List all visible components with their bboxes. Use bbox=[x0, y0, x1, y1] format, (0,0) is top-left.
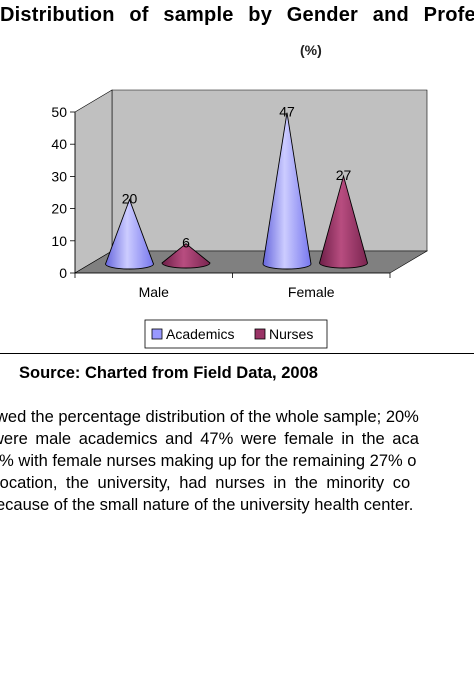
data-label: 47 bbox=[279, 104, 295, 120]
legend-label: Academics bbox=[166, 326, 234, 342]
chart-side-wall bbox=[74, 89, 113, 274]
y-tick-label: 10 bbox=[51, 233, 67, 249]
chart-subtitle: (%) bbox=[300, 42, 322, 58]
cone-academics-male bbox=[105, 198, 154, 270]
data-label: 27 bbox=[336, 167, 352, 183]
x-tick-label: Female bbox=[288, 284, 335, 300]
y-axis: 0 10 20 30 40 50 bbox=[51, 104, 76, 281]
legend-swatch bbox=[254, 328, 266, 340]
y-tick-label: 50 bbox=[51, 104, 67, 120]
cone-academics-female bbox=[262, 112, 312, 270]
cone-nurses-male bbox=[161, 243, 211, 269]
legend-box bbox=[144, 319, 328, 349]
body-line: wed the percentage distribution of the w… bbox=[0, 408, 419, 426]
body-line: were male academics and 47% were female … bbox=[0, 430, 419, 448]
cone-nurses-female bbox=[319, 174, 368, 269]
x-axis: Male Female bbox=[74, 272, 391, 300]
cones bbox=[105, 112, 368, 270]
legend-label: Nurses bbox=[269, 326, 313, 342]
data-labels: 20 6 47 27 bbox=[122, 104, 352, 251]
body-line: 6% with female nurses making up for the … bbox=[0, 452, 417, 470]
x-tick-label: Male bbox=[139, 284, 170, 300]
page-title: Distribution of sample by Gender and Pro… bbox=[0, 4, 474, 26]
legend: Academics Nurses bbox=[144, 319, 328, 349]
legend-swatch bbox=[151, 328, 163, 340]
divider bbox=[0, 353, 474, 354]
y-tick-label: 30 bbox=[51, 168, 67, 184]
data-label: 6 bbox=[182, 235, 190, 251]
data-label: 20 bbox=[122, 191, 138, 207]
y-tick-label: 20 bbox=[51, 201, 67, 217]
source-caption: Source: Charted from Field Data, 2008 bbox=[19, 364, 318, 382]
chart: 0 10 20 30 40 50 Male Female 20 6 47 27 Academics… bbox=[51, 89, 429, 349]
body-line: ecause of the small nature of the univer… bbox=[0, 496, 414, 514]
body-line: location, the university, had nurses in … bbox=[0, 474, 411, 492]
y-tick-label: 0 bbox=[59, 265, 67, 281]
body-text: wed the percentage distribution of the w… bbox=[0, 406, 474, 516]
y-tick-label: 40 bbox=[51, 136, 67, 152]
